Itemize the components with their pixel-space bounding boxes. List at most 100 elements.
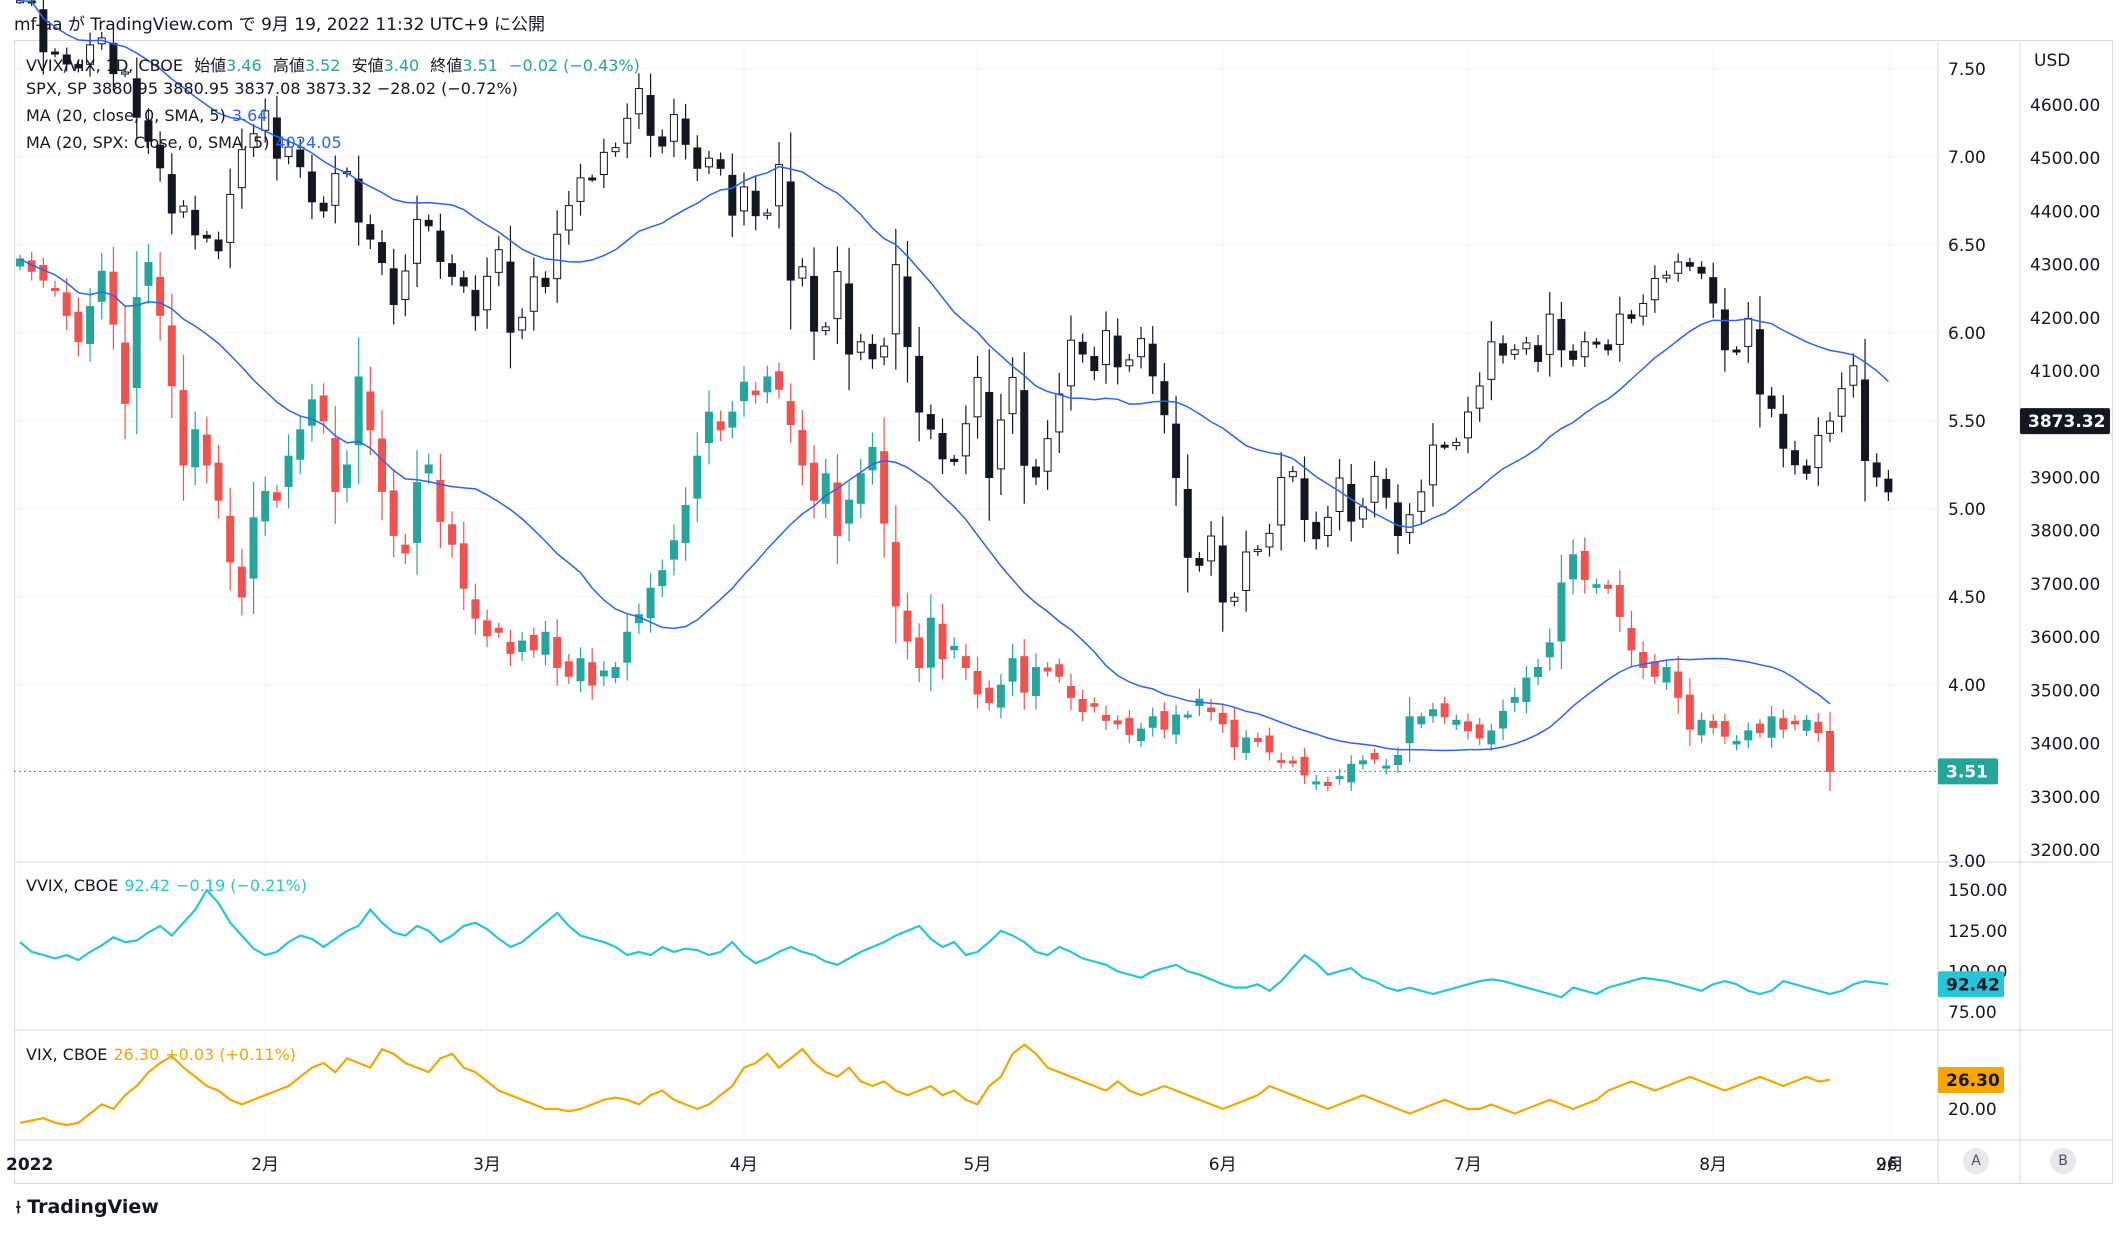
- ratio-candle-body: [436, 479, 445, 522]
- ratio-candle-body: [693, 455, 702, 499]
- x-tick-label: 2022: [6, 1155, 53, 1175]
- spx-candle-body: [1884, 478, 1893, 493]
- spx-candle-body: [1650, 277, 1659, 301]
- ratio-candle-body: [658, 570, 667, 587]
- footer-brand-text: TradingView: [27, 1196, 159, 1218]
- spx-candle-body: [880, 345, 889, 358]
- spx-candle-body: [786, 181, 795, 281]
- x-tick-label: 4月: [730, 1155, 758, 1175]
- ratio-candle-body: [985, 687, 994, 704]
- ratio-candle-body: [646, 587, 655, 619]
- spx-candle-body: [1475, 385, 1484, 409]
- ratio-candle-body: [763, 376, 772, 393]
- ratio-candle-body: [249, 517, 258, 579]
- ratio-candle-body: [1452, 719, 1461, 725]
- x-tick-label: 9月: [1876, 1155, 1904, 1175]
- spx-candle-body: [1020, 390, 1029, 466]
- spx-candle-body: [1767, 395, 1776, 409]
- spx-candle-body: [494, 249, 503, 273]
- spx-candle-body: [319, 202, 328, 212]
- ratio-candle-body: [354, 376, 363, 446]
- spx-candle-body: [424, 219, 433, 227]
- ratio-candle-body: [1662, 667, 1671, 683]
- ratio-candle-body: [845, 499, 854, 524]
- spx-candle-body: [868, 343, 877, 360]
- spx-candle-body: [751, 190, 760, 217]
- ratio-candle-body: [1744, 730, 1753, 741]
- vix-line: [19, 1043, 1831, 1127]
- ratio-candle-body: [1440, 703, 1449, 718]
- spx-candle-body: [938, 433, 947, 460]
- spx-candle-body: [1849, 365, 1858, 386]
- chart-frame: [14, 40, 2113, 1184]
- spx-candle-body: [1744, 317, 1753, 347]
- spx-candle-body: [1370, 475, 1379, 503]
- ratio-candle-body: [1487, 730, 1496, 745]
- ratio-candle-body: [1615, 584, 1624, 617]
- ratio-candle-body: [518, 640, 527, 653]
- spx-candle-body: [307, 171, 316, 203]
- spx-candle-body: [74, 64, 83, 69]
- spx-candle-body: [261, 110, 270, 131]
- last-ratio-tag: 3.51: [1946, 762, 1988, 782]
- log-scale-button[interactable]: B: [2050, 1148, 2076, 1174]
- legend-vvix: VVIX, CBOE 92.42 −0.19 (−0.21%): [26, 876, 313, 895]
- spx-candle-body: [950, 458, 959, 463]
- spx-candle-body: [1615, 313, 1624, 345]
- ratio-candle-body: [424, 464, 433, 474]
- ratio-candle-body: [62, 292, 71, 316]
- ratio-candle-body: [669, 540, 678, 560]
- ratio-candle-body: [1779, 718, 1788, 730]
- ratio-candle-body: [272, 492, 281, 501]
- spx-candle-body: [506, 261, 515, 333]
- spx-candle-body: [1288, 471, 1297, 478]
- spx-candle-body: [634, 88, 643, 115]
- legend-ma1-value: 3.64: [231, 106, 268, 125]
- spx-candle-body: [1534, 345, 1543, 362]
- ratio-candle-body: [167, 325, 176, 387]
- ratio-candle-body: [1393, 755, 1402, 766]
- spx-candle-body: [529, 276, 538, 312]
- spx-candle-body: [1802, 465, 1811, 474]
- x-tick-label: 6月: [1209, 1155, 1237, 1175]
- legend-vvix-value: 92.42: [124, 876, 171, 895]
- spx-candle-body: [249, 133, 258, 148]
- ratio-candle-body: [1826, 730, 1834, 772]
- spx-tick-label: 3600.00: [2030, 628, 2100, 648]
- ratio-candle-body: [1137, 728, 1146, 742]
- ratio-candle-body: [1335, 776, 1344, 780]
- ratio-candle-body: [448, 524, 457, 545]
- spx-candle-body: [156, 144, 165, 169]
- ratio-candle-body: [891, 542, 900, 607]
- spx-candle-body: [1580, 341, 1589, 358]
- auto-scale-button[interactable]: A: [1963, 1148, 1989, 1174]
- ratio-candle-body: [366, 391, 375, 431]
- vvix-tick-label: 125.00: [1948, 922, 2007, 942]
- ratio-candle-body: [16, 258, 24, 267]
- ratio-candle-body: [541, 631, 550, 655]
- spx-candle-body: [856, 341, 865, 353]
- x-tick-label: 2月: [251, 1155, 279, 1175]
- last-vix-tag-bg: [1938, 1067, 2004, 1094]
- ratio-candle-body: [331, 438, 340, 492]
- ratio-candle-body: [973, 670, 982, 695]
- ratio-candle-body: [938, 623, 947, 660]
- ratio-candle-body: [202, 434, 211, 466]
- ratio-candle-body: [132, 297, 141, 389]
- spx-tick-label: 4400.00: [2030, 202, 2100, 222]
- x-tick-label: 8月: [1699, 1155, 1727, 1175]
- spx-candle-body: [1685, 262, 1694, 267]
- spx-candle-body: [623, 117, 632, 144]
- ratio-candle-body: [553, 637, 562, 669]
- ratio-candle-body: [237, 566, 246, 598]
- spx-candle-body: [39, 9, 48, 53]
- spx-candle-body: [1137, 338, 1146, 358]
- ratio-candle-body: [751, 390, 760, 396]
- spx-tick-label: 3800.00: [2030, 522, 2100, 542]
- spx-candle-body: [693, 147, 702, 169]
- ratio-candle-body: [296, 429, 305, 460]
- vvix-tick-label: 150.00: [1948, 881, 2007, 901]
- spx-candle-body: [1639, 302, 1648, 317]
- spx-candle-body: [179, 205, 188, 213]
